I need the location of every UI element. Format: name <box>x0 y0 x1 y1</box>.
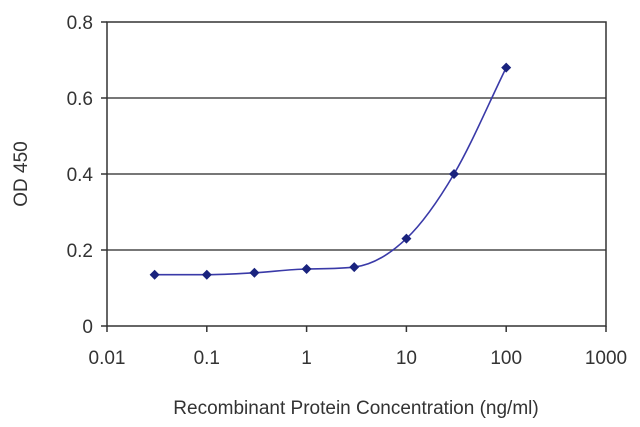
x-tick-label: 0.01 <box>89 348 126 369</box>
x-tick-label: 100 <box>490 348 522 369</box>
data-point <box>401 233 412 244</box>
y-tick-label: 0.4 <box>67 165 94 186</box>
data-point <box>301 264 312 274</box>
x-tick-label: 1000 <box>585 348 627 369</box>
data-point <box>501 62 512 73</box>
data-point <box>449 169 460 179</box>
y-tick-label: 0.8 <box>67 13 93 34</box>
tick-layer: 0 0.2 0.4 0.6 0.8 0.01 0.1 1 10 100 1000 <box>67 13 628 369</box>
data-point <box>349 262 360 273</box>
y-tick-label: 0 <box>82 317 93 338</box>
marker-layer <box>149 62 512 280</box>
y-tick-label: 0.2 <box>67 241 93 262</box>
x-tick-label: 10 <box>396 348 417 369</box>
data-point <box>201 269 212 280</box>
x-axis-title: Recombinant Protein Concentration (ng/ml… <box>173 398 538 419</box>
data-point <box>249 267 260 278</box>
data-point <box>149 269 160 280</box>
x-tick-label: 1 <box>301 348 312 369</box>
y-axis-title: OD 450 <box>11 141 32 206</box>
y-tick-label: 0.6 <box>67 89 93 110</box>
grid-layer <box>107 97 606 251</box>
x-tick-label: 0.1 <box>194 348 220 369</box>
